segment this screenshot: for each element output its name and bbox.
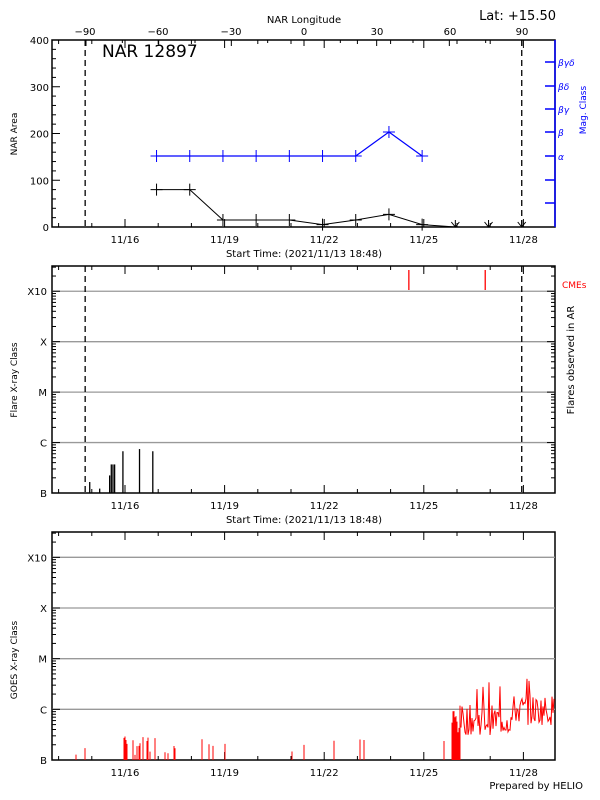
area-plus-marker (183, 183, 196, 196)
y-tick-label: M (38, 388, 47, 399)
area-plus-marker (150, 183, 163, 196)
mag-tick-label: α (558, 153, 564, 163)
lon-tick-label: 0 (301, 27, 307, 38)
lon-tick-label: 60 (444, 27, 457, 38)
mag-plus-marker (183, 150, 196, 162)
y-tick-label: B (40, 756, 47, 767)
mag-plus-marker (382, 126, 395, 138)
nar-area-panel: 11/16 11/19 11/22 11/25 11/28 Start Time: (20… (10, 27, 589, 260)
y-tick-label: X10 (27, 553, 47, 564)
x-tick-label: 11/28 (509, 501, 538, 512)
goes-flux-line (460, 678, 555, 735)
latitude-label: Lat: +15.50 (479, 9, 556, 24)
area-plus-marker (349, 213, 362, 226)
y-tick-label: X10 (27, 287, 47, 298)
x-tick-label: 11/28 (509, 768, 538, 779)
y-axis-title: GOES X-ray Class (10, 621, 20, 700)
right-axis-title: Mag. Class (579, 85, 589, 134)
mag-plus-marker (349, 150, 362, 162)
lon-tick-label: −60 (147, 27, 168, 38)
mag-tick-label: βγδ (557, 59, 575, 69)
x-tick-label: 11/19 (210, 768, 239, 779)
mag-tick-label: β (557, 129, 564, 139)
region-title: NAR 12897 (102, 42, 198, 62)
x-tick-label: 11/19 (210, 235, 239, 246)
cme-legend: CMEs (562, 281, 587, 291)
x-tick-label: 11/25 (409, 768, 438, 779)
mag-plus-marker (250, 150, 263, 162)
footer-credit: Prepared by HELIO (489, 781, 583, 792)
area-zero-marker (484, 220, 493, 228)
mag-plus-marker (216, 150, 229, 162)
x-tick-label: 11/25 (409, 501, 438, 512)
y-tick-label: X (40, 604, 47, 615)
mag-tick-label: βδ (557, 83, 570, 93)
y-tick-label: 100 (30, 176, 49, 187)
y-tick-label: M (38, 655, 47, 666)
goes-xray-panel: 11/16 11/19 11/22 11/25 11/28 B C M X X10 GOES X-r… (10, 531, 556, 779)
y-tick-label: 400 (30, 36, 49, 47)
y-axis-title: Flare X-ray Class (10, 342, 20, 417)
mag-plus-marker (283, 150, 296, 162)
x-tick-label: 11/16 (111, 501, 140, 512)
y-tick-label: X (40, 338, 47, 349)
area-plus-marker (316, 218, 329, 231)
longitude-axis-title: NAR Longitude (267, 15, 341, 26)
mag-plus-marker (316, 150, 329, 162)
plot-frame (51, 39, 556, 228)
x-axis-title: Start Time: (2021/11/13 18:48) (226, 515, 382, 526)
area-plus-marker (416, 218, 429, 231)
area-zero-marker (517, 220, 527, 228)
flare-class-panel: 11/16 11/19 11/22 11/25 11/28 Start Time: (20… (10, 265, 587, 526)
y-tick-label: C (40, 705, 47, 716)
y-tick-label: 300 (30, 83, 49, 94)
y-axis-title: NAR Area (10, 113, 20, 156)
plot-frame (51, 265, 556, 494)
lon-tick-label: 30 (371, 27, 384, 38)
area-zero-marker (450, 220, 460, 228)
y-tick-label: C (40, 439, 47, 450)
y-tick-label: 0 (43, 223, 49, 234)
mag-plus-marker (150, 150, 163, 162)
mag-plus-marker (416, 150, 429, 162)
lon-tick-label: −90 (74, 27, 95, 38)
nar-area-line (156, 189, 522, 228)
area-plus-marker (283, 213, 296, 226)
x-tick-label: 11/22 (310, 501, 339, 512)
y-tick-label: B (40, 489, 47, 500)
area-plus-marker (216, 213, 229, 226)
area-plus-marker (382, 208, 395, 221)
x-axis-title: Start Time: (2021/11/13 18:48) (226, 249, 382, 260)
x-tick-label: 11/16 (111, 768, 140, 779)
lon-tick-label: 90 (516, 27, 529, 38)
mag-tick-label: βγ (557, 106, 570, 116)
area-plus-marker (250, 213, 263, 226)
x-tick-label: 11/22 (310, 235, 339, 246)
y-tick-label: 200 (30, 130, 49, 141)
x-tick-label: 11/25 (409, 235, 438, 246)
right-axis-title: Flares observed in AR (566, 306, 577, 415)
x-tick-label: 11/28 (509, 235, 538, 246)
x-tick-label: 11/22 (310, 768, 339, 779)
x-tick-label: 11/16 (111, 235, 140, 246)
lon-tick-label: −30 (220, 27, 241, 38)
x-tick-label: 11/19 (210, 501, 239, 512)
